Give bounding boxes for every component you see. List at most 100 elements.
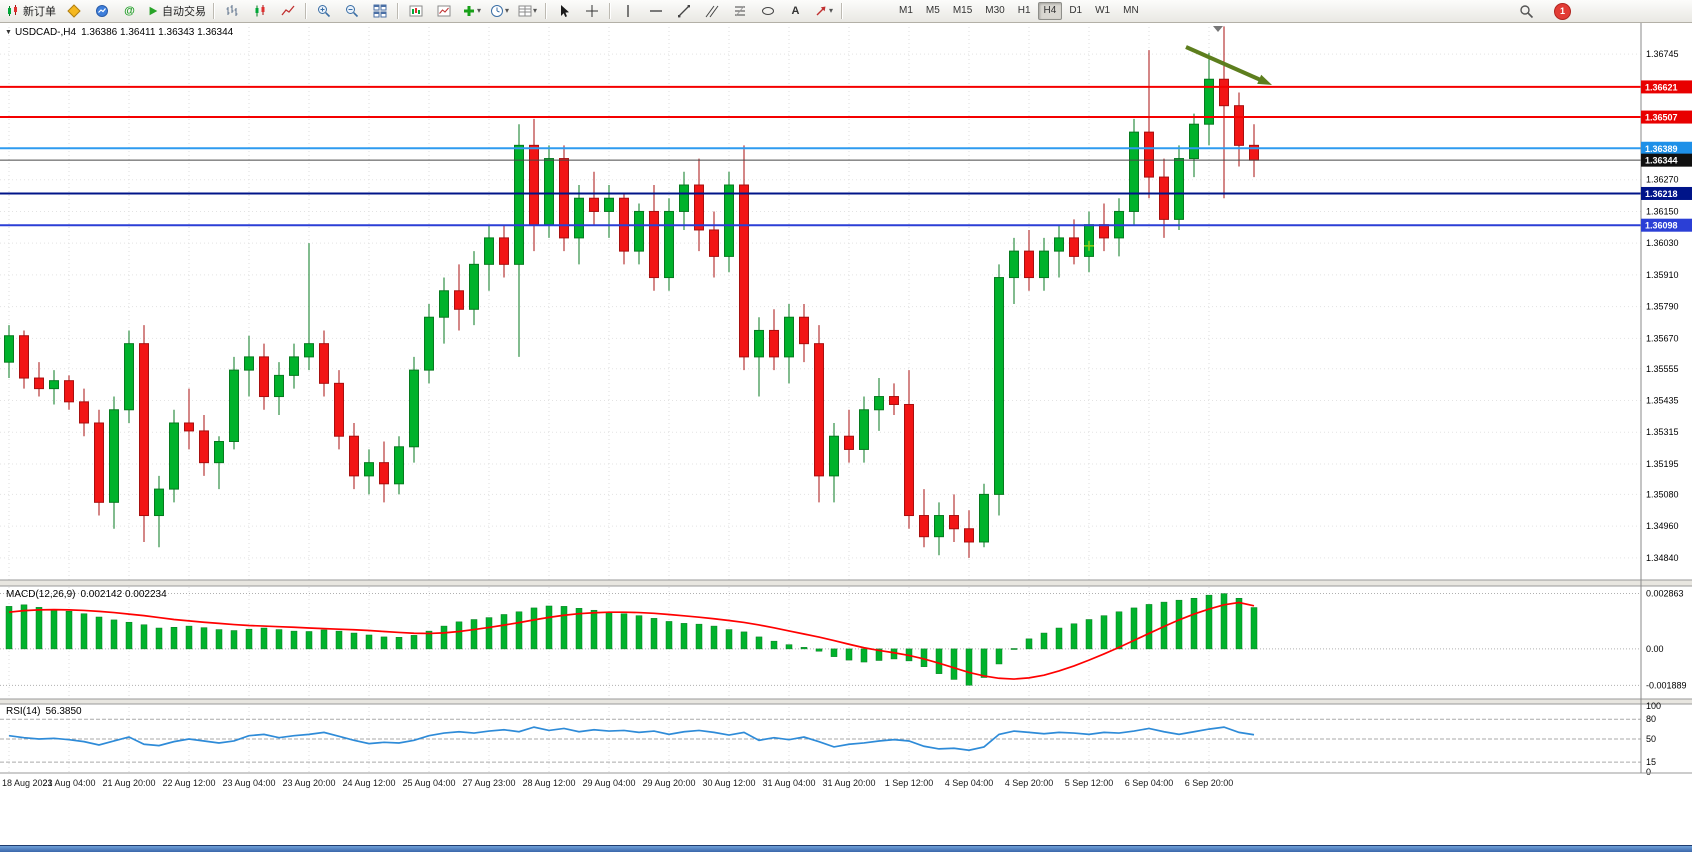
line-chart-icon bbox=[280, 5, 294, 16]
tile-windows-button[interactable] bbox=[366, 1, 393, 22]
toolbar-divider bbox=[213, 3, 214, 19]
timeframe-m1-button[interactable]: M1 bbox=[899, 5, 913, 16]
svg-text:80: 80 bbox=[1646, 714, 1656, 724]
toolbar-right-group: 1 bbox=[1513, 1, 1571, 22]
market-watch-button[interactable] bbox=[88, 1, 115, 22]
periods-button[interactable]: ▾ bbox=[486, 1, 513, 22]
svg-text:5 Sep 12:00: 5 Sep 12:00 bbox=[1065, 778, 1114, 788]
autotrading-play-icon bbox=[149, 6, 158, 16]
chevron-down-icon: ▾ bbox=[476, 6, 481, 15]
charts-window-button[interactable] bbox=[60, 1, 87, 22]
chart-canvas[interactable]: 1.36745 1.36270 1.36150 1.36030 1.35910 1.357… bbox=[0, 23, 1692, 845]
rsi-indicator-value: 56.3850 bbox=[45, 706, 82, 717]
chevron-down-icon: ▾ bbox=[504, 6, 509, 15]
price-scale[interactable] bbox=[1641, 23, 1692, 773]
svg-text:31 Aug 04:00: 31 Aug 04:00 bbox=[762, 778, 815, 788]
trendline-tool-button[interactable] bbox=[670, 1, 697, 22]
search-button[interactable] bbox=[1513, 1, 1540, 22]
line-chart-button[interactable] bbox=[274, 1, 301, 22]
timeframe-w1-button[interactable]: W1 bbox=[1095, 5, 1111, 16]
notifications-badge[interactable]: 1 bbox=[1554, 2, 1571, 20]
svg-text:30 Aug 12:00: 30 Aug 12:00 bbox=[702, 778, 755, 788]
timeframe-h1-button[interactable]: H1 bbox=[1017, 5, 1031, 16]
tile-windows-icon bbox=[373, 4, 386, 18]
indicators-button[interactable]: ▾ bbox=[458, 1, 485, 22]
chart-profiles-button[interactable] bbox=[430, 1, 457, 22]
svg-text:1.35910: 1.35910 bbox=[1646, 270, 1679, 280]
svg-text:0.00: 0.00 bbox=[1646, 644, 1664, 654]
templates-button[interactable]: ▾ bbox=[514, 1, 541, 22]
macd-indicator-label: MACD(12,26,9) bbox=[6, 589, 76, 600]
crosshair-button[interactable] bbox=[578, 1, 605, 22]
candlestick-chart-button[interactable] bbox=[246, 1, 273, 22]
template-grid-icon bbox=[518, 5, 532, 17]
text-tool-button[interactable]: A bbox=[782, 1, 809, 22]
timeframe-m30-button[interactable]: M30 bbox=[985, 5, 1005, 16]
svg-text:1.35315: 1.35315 bbox=[1646, 427, 1679, 437]
arrows-tool-button[interactable]: ▾ bbox=[810, 1, 837, 22]
crosshair-icon bbox=[585, 5, 598, 17]
chart-profiles-icon bbox=[437, 5, 450, 17]
timeframe-mn-button[interactable]: MN bbox=[1123, 5, 1139, 16]
timeframe-h4-button[interactable]: H4 bbox=[1037, 2, 1063, 20]
channel-tool-button[interactable] bbox=[698, 1, 725, 22]
macd-label-overlay: MACD(12,26,9) 0.002142 0.002234 bbox=[6, 589, 167, 600]
new-order-button[interactable]: 新订单 bbox=[3, 1, 59, 22]
ohlc-values: 1.36386 1.36411 1.36343 1.36344 bbox=[81, 27, 234, 38]
trendline-icon bbox=[677, 5, 690, 18]
svg-text:27 Aug 23:00: 27 Aug 23:00 bbox=[462, 778, 515, 788]
bar-chart-button[interactable] bbox=[218, 1, 245, 22]
svg-text:31 Aug 20:00: 31 Aug 20:00 bbox=[822, 778, 875, 788]
svg-text:1.35555: 1.35555 bbox=[1646, 364, 1679, 374]
svg-text:100: 100 bbox=[1646, 701, 1661, 711]
cursor-button[interactable] bbox=[550, 1, 577, 22]
symbol-period-label: USDCAD-,H4 bbox=[14, 27, 77, 38]
zoom-in-icon bbox=[317, 5, 330, 18]
text-tool-icon: A bbox=[791, 5, 800, 17]
svg-text:-0.001889: -0.001889 bbox=[1646, 680, 1687, 690]
horizontal-line-tool-button[interactable] bbox=[642, 1, 669, 22]
svg-text:25 Aug 04:00: 25 Aug 04:00 bbox=[402, 778, 455, 788]
fibonacci-icon bbox=[734, 5, 745, 17]
bar-chart-icon bbox=[226, 5, 237, 16]
svg-text:1.36344: 1.36344 bbox=[1645, 156, 1678, 166]
svg-text:24 Aug 12:00: 24 Aug 12:00 bbox=[342, 778, 395, 788]
new-chart-button[interactable] bbox=[402, 1, 429, 22]
svg-text:1.35080: 1.35080 bbox=[1646, 489, 1679, 499]
shapes-tool-button[interactable] bbox=[754, 1, 781, 22]
svg-text:21 Aug 04:00: 21 Aug 04:00 bbox=[42, 778, 95, 788]
svg-text:1.36507: 1.36507 bbox=[1645, 113, 1678, 123]
svg-text:0: 0 bbox=[1646, 767, 1651, 777]
zoom-in-button[interactable] bbox=[310, 1, 337, 22]
svg-text:1.36745: 1.36745 bbox=[1646, 49, 1679, 59]
arrow-tool-icon bbox=[816, 6, 826, 16]
svg-text:4 Sep 20:00: 4 Sep 20:00 bbox=[1005, 778, 1054, 788]
timeframe-m15-button[interactable]: M15 bbox=[952, 5, 973, 16]
svg-text:21 Aug 20:00: 21 Aug 20:00 bbox=[102, 778, 155, 788]
vertical-line-tool-button[interactable] bbox=[614, 1, 641, 22]
panel-separator-rsi[interactable] bbox=[0, 698, 1692, 705]
navigator-button[interactable]: @ bbox=[116, 1, 143, 22]
toolbar-divider bbox=[305, 3, 306, 19]
timeframe-d1-button[interactable]: D1 bbox=[1069, 5, 1083, 16]
fibonacci-tool-button[interactable] bbox=[726, 1, 753, 22]
svg-text:29 Aug 04:00: 29 Aug 04:00 bbox=[582, 778, 635, 788]
autotrading-label: 自动交易 bbox=[162, 6, 206, 18]
zoom-out-button[interactable] bbox=[338, 1, 365, 22]
autotrading-button[interactable]: 自动交易 bbox=[144, 1, 209, 22]
svg-text:50: 50 bbox=[1646, 734, 1656, 744]
panel-separator-macd[interactable] bbox=[0, 579, 1692, 587]
toolbar-divider bbox=[609, 3, 610, 19]
svg-text:29 Aug 20:00: 29 Aug 20:00 bbox=[642, 778, 695, 788]
timeframe-m5-button[interactable]: M5 bbox=[925, 5, 940, 16]
svg-text:1 Sep 12:00: 1 Sep 12:00 bbox=[885, 778, 934, 788]
svg-text:28 Aug 12:00: 28 Aug 12:00 bbox=[522, 778, 575, 788]
svg-text:6 Sep 04:00: 6 Sep 04:00 bbox=[1125, 778, 1174, 788]
time-scale[interactable] bbox=[0, 775, 1641, 793]
rsi-indicator-label: RSI(14) bbox=[6, 706, 41, 717]
objects-dropdown-icon[interactable]: ▼ bbox=[5, 29, 12, 36]
toolbar-divider bbox=[545, 3, 546, 19]
svg-text:1.36621: 1.36621 bbox=[1645, 82, 1678, 92]
at-icon: @ bbox=[124, 5, 135, 17]
svg-text:4 Sep 04:00: 4 Sep 04:00 bbox=[945, 778, 994, 788]
